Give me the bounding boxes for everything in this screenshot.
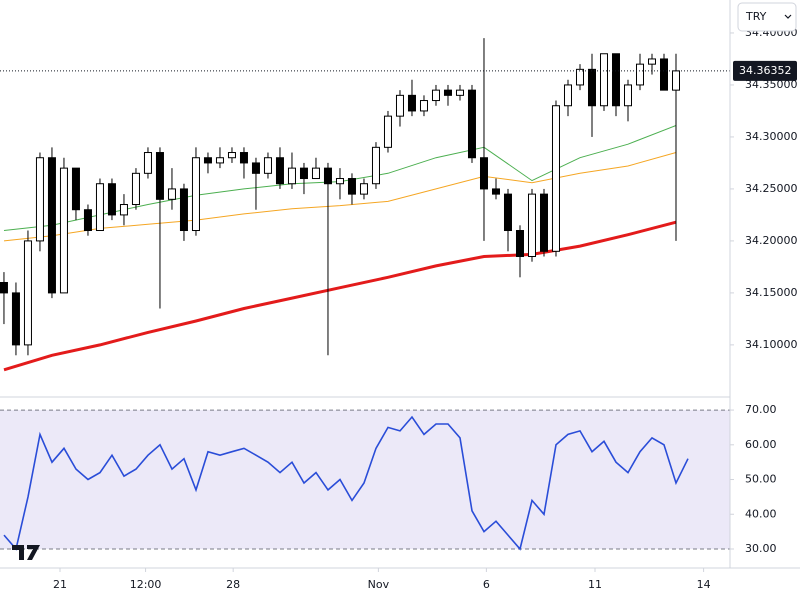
- currency-button-box[interactable]: [737, 2, 797, 32]
- candle-body: [599, 53, 608, 107]
- candle-body: [215, 157, 224, 164]
- candle-body: [203, 157, 212, 164]
- candle-body: [119, 204, 128, 216]
- candle-body: [527, 193, 536, 258]
- candle-body: [107, 183, 116, 216]
- candle-body: [491, 188, 500, 195]
- candle-body: [563, 84, 572, 107]
- x-tick-label: 21: [53, 578, 67, 591]
- candle-body: [131, 172, 140, 206]
- candle-body: [671, 70, 680, 91]
- x-tick-label: Nov: [368, 578, 390, 591]
- candle-body: [347, 178, 356, 195]
- candle-body: [479, 157, 488, 190]
- candle-body: [23, 240, 32, 346]
- y-tick-label: 70.00: [745, 403, 777, 416]
- logo: [12, 545, 40, 560]
- y-tick-label: 34.25000: [745, 182, 798, 195]
- candle-body: [503, 193, 512, 232]
- candle-body: [551, 105, 560, 252]
- candle-body: [323, 167, 332, 185]
- candle-body: [431, 89, 440, 102]
- currency-button[interactable]: TRY: [737, 2, 797, 32]
- candle-body: [11, 292, 20, 346]
- candle-body: [83, 209, 92, 232]
- candle-body: [47, 157, 56, 294]
- candle-body: [35, 157, 44, 242]
- candle-body: [623, 84, 632, 107]
- candle-body: [575, 68, 584, 86]
- candle-body: [515, 230, 524, 258]
- y-tick-label: 50.00: [745, 473, 777, 486]
- candle-body: [659, 58, 668, 91]
- candle-body: [0, 281, 8, 294]
- candle-body: [443, 89, 452, 96]
- candle-body: [227, 152, 236, 159]
- y-tick-label: 34.35000: [745, 78, 798, 91]
- x-tick-label: 11: [588, 578, 602, 591]
- y-tick-label: 34.10000: [745, 338, 798, 351]
- candle-body: [587, 68, 596, 107]
- candle-body: [179, 188, 188, 232]
- candle-body: [155, 152, 164, 200]
- y-tick-label: 40.00: [745, 507, 777, 520]
- y-tick-label: 30.00: [745, 542, 777, 555]
- rsi-line: [3, 415, 689, 551]
- candle-body: [539, 193, 548, 252]
- candle-body: [287, 167, 296, 185]
- candle-body: [647, 58, 656, 65]
- candle-body: [59, 167, 68, 294]
- x-tick-label: 12:00: [130, 578, 162, 591]
- candle-body: [191, 157, 200, 232]
- candle-body: [611, 53, 620, 107]
- x-tick-label: 14: [697, 578, 711, 591]
- candle-body: [455, 89, 464, 96]
- plot-layer: 34.10000 34.15000 34.20000 34.25000 34.30000…: [0, 26, 798, 591]
- candle-body: [167, 188, 176, 200]
- candle-body: [95, 183, 104, 232]
- candle-body: [143, 152, 152, 174]
- candle-body: [371, 146, 380, 185]
- candle-body: [383, 115, 392, 148]
- currency-label[interactable]: TRY: [745, 10, 767, 23]
- y-tick-label: 34.20000: [745, 234, 798, 247]
- candle-body: [263, 157, 272, 174]
- candle-body: [275, 157, 284, 185]
- x-tick-label: 6: [483, 578, 490, 591]
- candle-body: [311, 167, 320, 180]
- candle-body: [635, 63, 644, 86]
- last-price-box: [733, 60, 797, 81]
- y-tick-label: 34.30000: [745, 130, 798, 143]
- candle-body: [419, 100, 428, 112]
- candle-body: [251, 162, 260, 174]
- candle-body: [395, 94, 404, 117]
- candle-body: [467, 89, 476, 159]
- candle-body: [71, 167, 80, 211]
- moving-average: [3, 220, 677, 372]
- candle-body: [239, 152, 248, 164]
- candle-body: [299, 167, 308, 180]
- moving-average: [3, 152, 677, 242]
- x-tick-label: 28: [226, 578, 240, 591]
- candle-body: [407, 94, 416, 112]
- y-tick-label: 60.00: [745, 438, 777, 451]
- chevron[interactable]: [784, 14, 792, 19]
- y-tick-label: 34.15000: [745, 286, 798, 299]
- last-price-label: 34.36352: [739, 64, 792, 77]
- candle-body: [335, 178, 344, 185]
- candle-body: [359, 183, 368, 195]
